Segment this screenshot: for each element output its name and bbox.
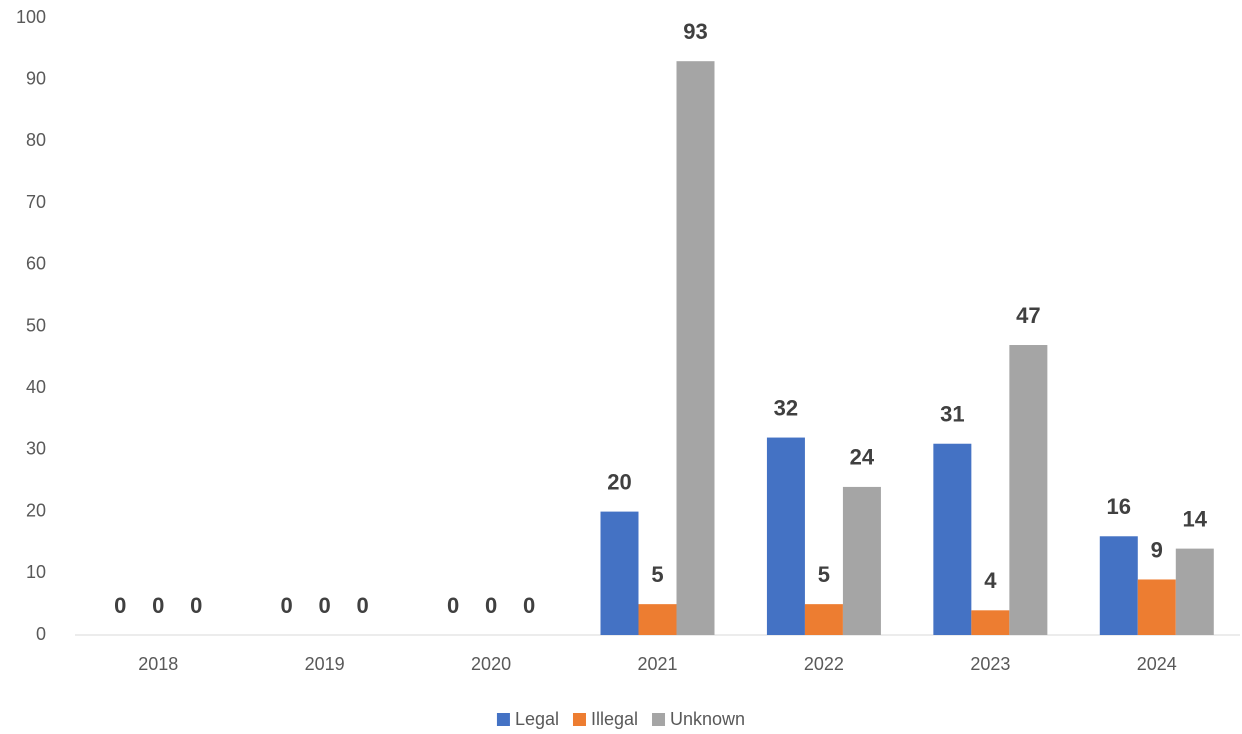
data-label: 0 [357, 593, 369, 618]
bar [971, 610, 1010, 635]
data-label: 20 [607, 469, 631, 494]
y-tick-label: 80 [26, 130, 46, 150]
x-tick-label: 2022 [804, 654, 844, 674]
y-tick-label: 60 [26, 254, 46, 274]
y-tick-label: 40 [26, 377, 46, 397]
y-tick-label: 90 [26, 68, 46, 88]
x-tick-label: 2018 [138, 654, 178, 674]
data-label: 24 [850, 445, 875, 470]
data-label: 0 [190, 593, 202, 618]
bar [638, 604, 677, 635]
bar [600, 511, 639, 635]
x-tick-label: 2019 [305, 654, 345, 674]
legend-swatch [496, 713, 510, 726]
bar [933, 443, 972, 635]
data-label: 14 [1183, 506, 1208, 531]
x-tick-label: 2024 [1137, 654, 1177, 674]
data-label: 0 [152, 593, 164, 618]
data-label: 5 [818, 562, 830, 587]
data-label: 47 [1016, 303, 1040, 328]
y-tick-label: 50 [26, 315, 46, 335]
x-tick-label: 2023 [970, 654, 1010, 674]
legend-label: Unknown [670, 709, 745, 729]
bar [1137, 579, 1176, 635]
data-label: 0 [319, 593, 331, 618]
bar [1099, 536, 1138, 635]
y-tick-label: 30 [26, 439, 46, 459]
y-tick-label: 100 [16, 7, 46, 27]
bar [766, 437, 805, 635]
bar [1009, 345, 1048, 635]
y-tick-label: 70 [26, 192, 46, 212]
data-label: 32 [774, 395, 798, 420]
bar [676, 61, 715, 635]
y-tick-label: 10 [26, 562, 46, 582]
y-tick-label: 20 [26, 500, 46, 520]
data-label: 9 [1151, 537, 1163, 562]
data-label: 5 [651, 562, 663, 587]
data-label: 31 [940, 402, 964, 427]
y-tick-label: 0 [36, 624, 46, 644]
legend-label: Legal [515, 709, 559, 729]
data-label: 16 [1107, 494, 1131, 519]
data-label: 93 [683, 19, 707, 44]
data-label: 0 [485, 593, 497, 618]
x-tick-label: 2021 [637, 654, 677, 674]
data-label: 0 [523, 593, 535, 618]
data-label: 0 [281, 593, 293, 618]
legend-swatch [572, 713, 586, 726]
data-label: 0 [447, 593, 459, 618]
legend-swatch [652, 713, 666, 726]
data-label: 4 [984, 568, 997, 593]
legend-label: Illegal [591, 709, 638, 729]
bar [842, 486, 881, 635]
bar [1175, 548, 1214, 635]
x-tick-label: 2020 [471, 654, 511, 674]
data-label: 0 [114, 593, 126, 618]
bar [804, 604, 843, 635]
